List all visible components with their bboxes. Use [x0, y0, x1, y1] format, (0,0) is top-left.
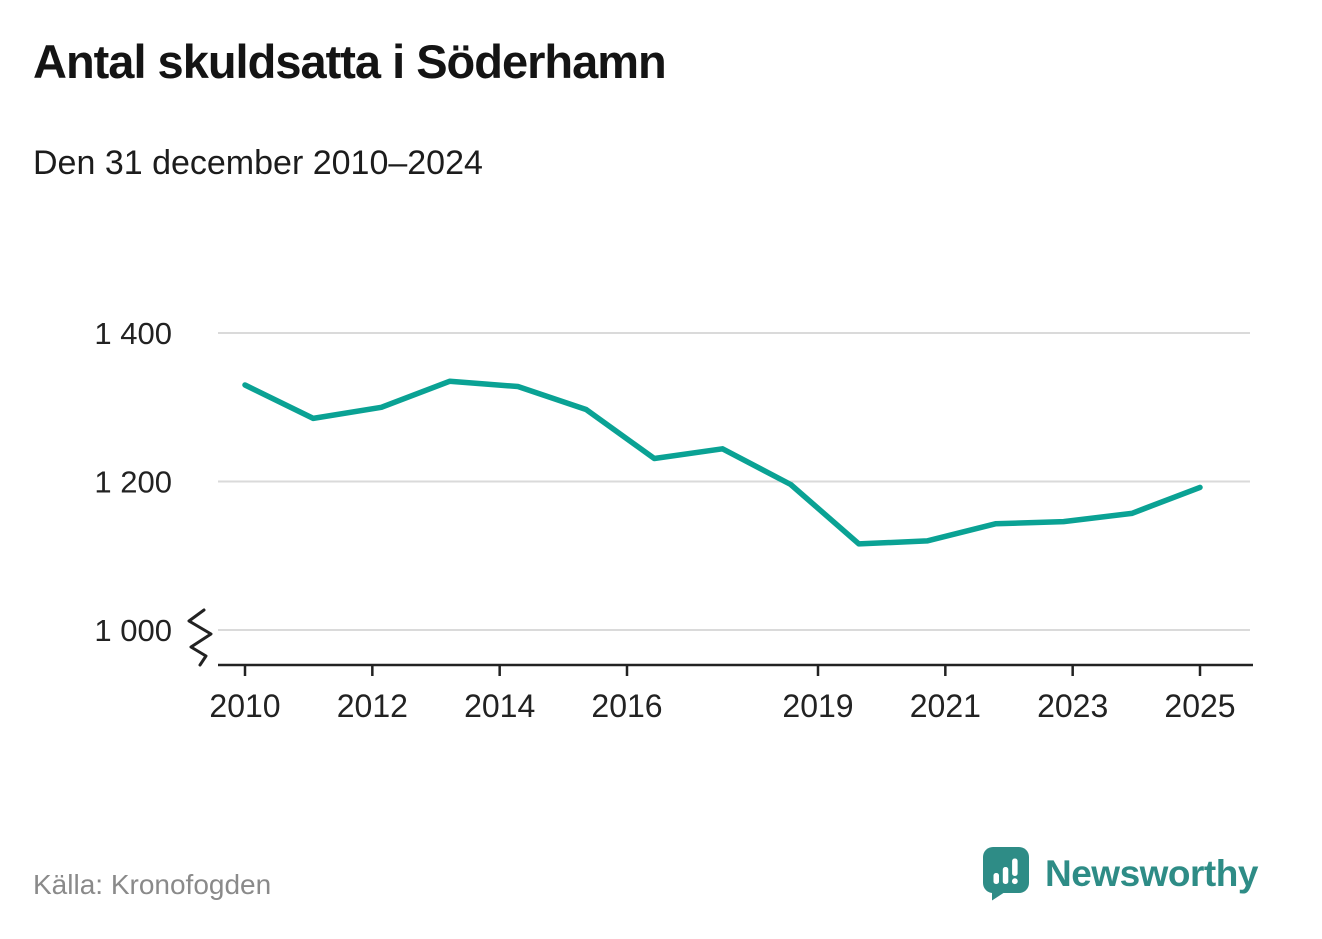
newsworthy-logo: Newsworthy: [982, 846, 1258, 901]
x-tick-label: 2010: [209, 688, 280, 724]
newsworthy-wordmark: Newsworthy: [1045, 852, 1258, 894]
gridlines: [218, 332, 1250, 631]
x-tick-label: 2021: [910, 688, 981, 724]
y-tick-label: 1 000: [94, 613, 172, 648]
axis-break-icon: [187, 608, 213, 667]
x-tick-label: 2025: [1164, 688, 1235, 724]
x-tick-label: 2016: [591, 688, 662, 724]
data-series: [242, 378, 1203, 547]
data-line: [242, 378, 1203, 547]
x-tick-label: 2019: [782, 688, 853, 724]
chart-subtitle: Den 31 december 2010–2024: [33, 144, 483, 182]
source-label: Källa: Kronofogden: [33, 869, 272, 900]
y-axis-labels: 1 400 1 200 1 000: [94, 316, 172, 648]
y-tick-label: 1 200: [94, 465, 172, 500]
y-tick-label: 1 400: [94, 316, 172, 351]
x-axis: 2010 2012 2014 2016 2019 2021 2023 2025: [209, 663, 1253, 724]
x-tick-label: 2014: [464, 688, 535, 724]
x-tick-label: 2012: [337, 688, 408, 724]
newsworthy-logo-icon: [983, 847, 1029, 901]
x-tick-label: 2023: [1037, 688, 1108, 724]
chart-title: Antal skuldsatta i Söderhamn: [33, 35, 667, 88]
